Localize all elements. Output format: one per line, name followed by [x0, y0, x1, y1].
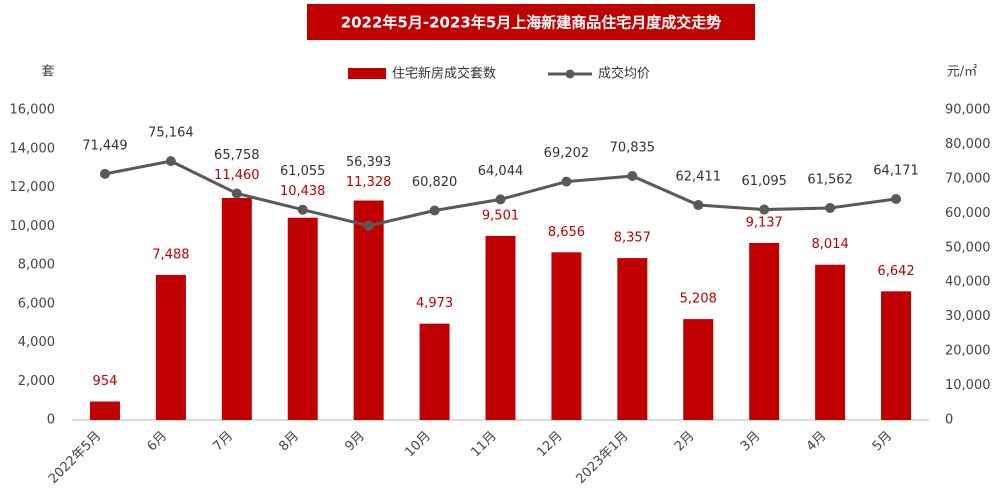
- bar: [881, 291, 912, 420]
- line-point: [561, 176, 572, 187]
- bar-value-label: 7,488: [152, 247, 189, 262]
- bar: [353, 200, 384, 420]
- bar-value-label: 6,642: [877, 264, 914, 279]
- bar-value-label: 5,208: [680, 292, 717, 307]
- line-value-label: 69,202: [544, 146, 590, 161]
- line-value-label: 71,449: [82, 138, 128, 153]
- bar-value-label: 10,438: [280, 184, 326, 199]
- line-point: [165, 156, 176, 167]
- bar-value-label: 8,357: [614, 231, 651, 246]
- bar: [551, 252, 582, 420]
- bar-value-label: 4,973: [416, 296, 453, 311]
- x-tick-label: 9月: [342, 429, 368, 455]
- bar-value-label: 954: [93, 374, 118, 389]
- bar: [89, 401, 120, 420]
- title-box: [307, 4, 755, 40]
- legend-swatch: [348, 68, 386, 79]
- x-tick-label: 10月: [402, 429, 433, 460]
- bar-value-label: 11,328: [346, 175, 392, 190]
- y2-unit: 元/㎡: [947, 65, 977, 80]
- bar: [617, 258, 648, 420]
- y-tick-label: 12,000: [10, 180, 56, 195]
- chart-title: 2022年5月-2023年5月上海新建商品住宅月度成交走势: [341, 14, 722, 32]
- line-point: [231, 188, 242, 199]
- y2-tick-label: 40,000: [945, 275, 991, 290]
- bar: [155, 274, 186, 420]
- y-tick-label: 0: [47, 413, 55, 428]
- bar: [485, 235, 516, 420]
- legend-label: 住宅新房成交套数: [392, 66, 496, 82]
- y2-tick-label: 10,000: [945, 378, 991, 393]
- line-value-label: 62,411: [676, 170, 722, 185]
- bar: [419, 323, 450, 420]
- y2-tick-label: 20,000: [945, 344, 991, 359]
- line-point: [99, 168, 110, 179]
- x-tick-label: 6月: [145, 429, 171, 455]
- y2-tick-label: 90,000: [945, 103, 991, 118]
- y-tick-label: 6,000: [18, 296, 55, 311]
- line-value-label: 65,758: [214, 148, 260, 163]
- line-point: [363, 220, 374, 231]
- y-tick-label: 8,000: [18, 258, 55, 273]
- y-unit: 套: [41, 64, 54, 80]
- bar-value-label: 9,501: [482, 208, 519, 223]
- line-value-label: 61,055: [280, 164, 326, 179]
- line-value-label: 61,095: [741, 174, 787, 189]
- y-tick-label: 4,000: [18, 335, 55, 350]
- bar: [815, 264, 846, 420]
- legend-label: 成交均价: [598, 66, 650, 82]
- y-tick-label: 14,000: [10, 141, 56, 156]
- y2-tick-label: 80,000: [945, 137, 991, 152]
- line-value-label: 60,820: [412, 175, 458, 190]
- line-value-label: 56,393: [346, 155, 392, 170]
- x-tick-label: 2月: [672, 429, 698, 455]
- bar-value-label: 9,137: [746, 215, 783, 230]
- y2-tick-label: 70,000: [945, 171, 991, 186]
- y-tick-label: 10,000: [10, 219, 56, 234]
- x-tick-label: 3月: [738, 429, 764, 455]
- x-tick-label: 7月: [210, 429, 236, 455]
- x-tick-label: 8月: [276, 429, 302, 455]
- y2-tick-label: 50,000: [945, 240, 991, 255]
- line-value-label: 64,171: [873, 163, 919, 178]
- x-tick-label: 12月: [534, 429, 565, 460]
- x-tick-label: 11月: [468, 429, 499, 460]
- bar-value-label: 8,014: [812, 237, 849, 252]
- bar-value-label: 8,656: [548, 225, 585, 240]
- line-point: [759, 204, 770, 215]
- bar: [683, 319, 714, 420]
- y-tick-label: 2,000: [18, 374, 55, 389]
- line-point: [891, 193, 902, 204]
- y2-tick-label: 0: [945, 413, 953, 428]
- y2-tick-label: 60,000: [945, 206, 991, 221]
- line-point: [693, 200, 704, 211]
- line-value-label: 64,044: [478, 164, 524, 179]
- bar-value-label: 11,460: [214, 168, 260, 183]
- line-point: [429, 205, 440, 216]
- line-point: [297, 204, 308, 215]
- line-point: [627, 171, 638, 182]
- x-tick-label: 2022年5月: [46, 429, 104, 487]
- y-tick-label: 16,000: [10, 103, 56, 118]
- x-tick-label: 2023年1月: [573, 429, 631, 487]
- legend-swatch: [565, 69, 575, 79]
- bar: [287, 217, 318, 420]
- bar: [749, 242, 780, 420]
- line-value-label: 75,164: [148, 126, 194, 141]
- x-tick-label: 5月: [870, 429, 896, 455]
- bar: [221, 197, 252, 420]
- line-value-label: 61,562: [807, 172, 853, 187]
- x-tick-label: 4月: [804, 429, 830, 455]
- line-point: [825, 202, 836, 213]
- y2-tick-label: 30,000: [945, 309, 991, 324]
- line-point: [495, 194, 506, 205]
- line-value-label: 70,835: [610, 141, 656, 156]
